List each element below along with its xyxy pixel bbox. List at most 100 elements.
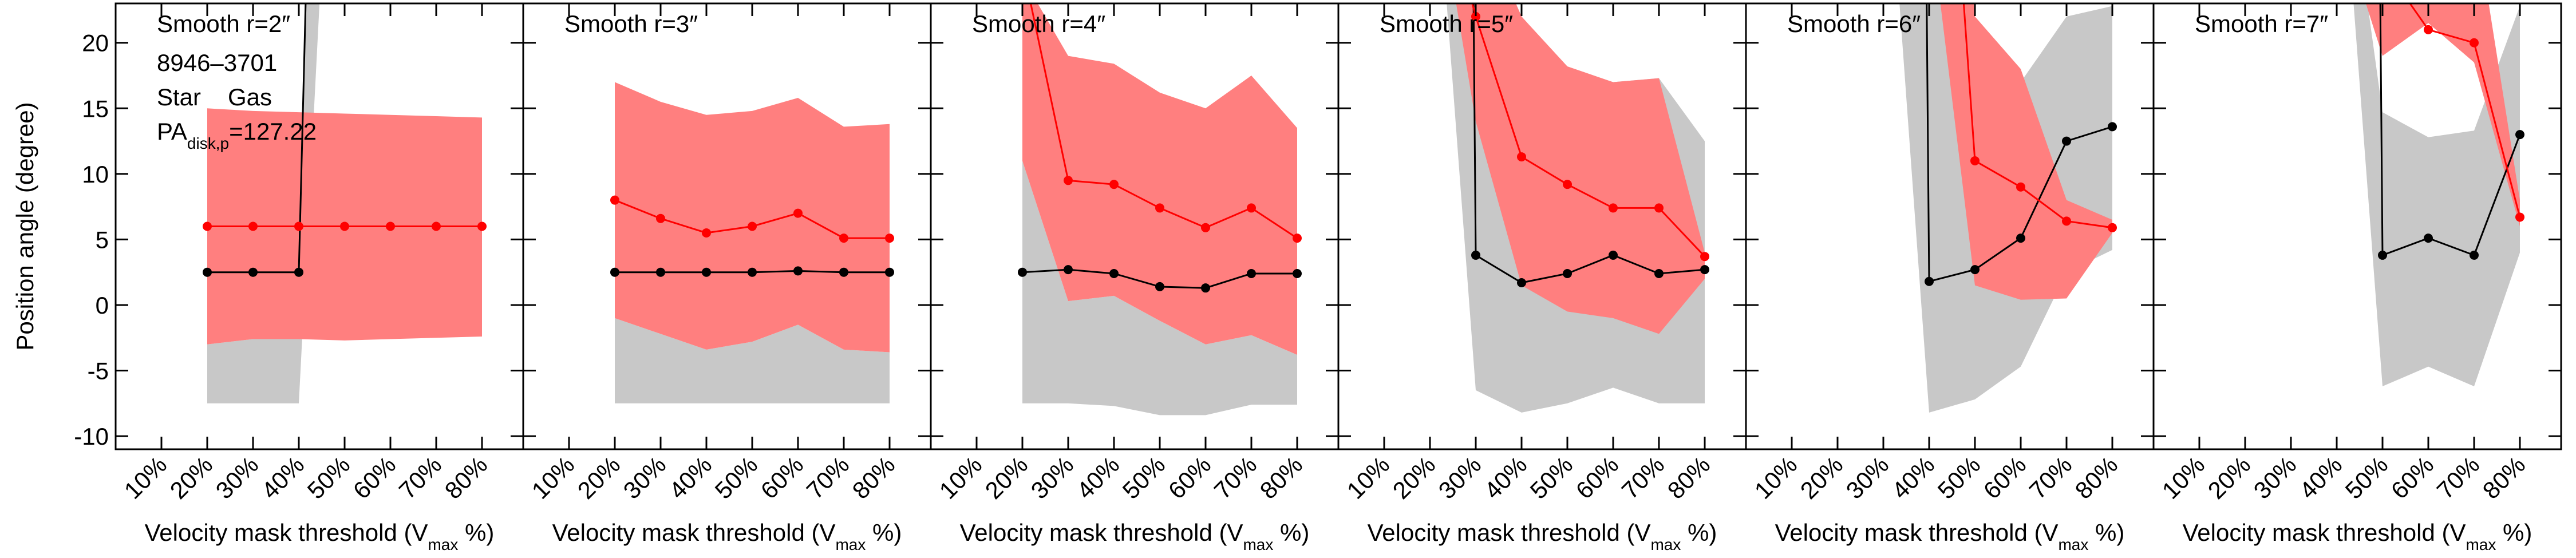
x-axis-label-part: %) [2496, 519, 2532, 546]
annotation: 8946–3701 [157, 49, 277, 76]
band [615, 318, 890, 403]
x-axis-label-part: max [835, 536, 866, 553]
panel [203, 3, 487, 403]
plot-frame [2152, 2, 2562, 450]
data-point [702, 267, 711, 277]
data-point [386, 221, 395, 231]
x-tick-label: 50% [1117, 451, 1171, 504]
x-tick-label: 20% [980, 451, 1033, 504]
x-tick-label: 50% [1933, 451, 1986, 504]
panel [1899, 3, 2117, 413]
data-point [1925, 276, 1934, 286]
x-tick-label: 50% [302, 451, 355, 504]
x-tick-label: 80% [440, 451, 493, 504]
data-point [610, 195, 619, 205]
data-point [793, 266, 803, 276]
data-point [702, 228, 711, 238]
data-point [748, 221, 757, 231]
panel-title: Smooth r=7″ [2195, 10, 2328, 37]
x-axis-label-part: Velocity mask threshold (V [1368, 519, 1651, 546]
data-point [1109, 180, 1119, 189]
panel [610, 82, 894, 403]
data-point [1471, 250, 1480, 260]
x-tick-label: 50% [1525, 451, 1578, 504]
data-point [885, 234, 894, 243]
x-axis-label: Velocity mask threshold (Vmax %) [1368, 519, 1717, 553]
x-tick-label: 40% [256, 451, 310, 504]
x-axis-label-part: max [428, 536, 458, 553]
data-point [1064, 265, 1073, 275]
x-tick-label: 20% [165, 451, 218, 504]
panel-title: Smooth r=3″ [564, 10, 698, 37]
x-axis-label-part: Velocity mask threshold (V [960, 519, 1243, 546]
panel [1018, 3, 1302, 415]
data-point [2515, 212, 2524, 222]
data-point [432, 221, 441, 231]
panel-title: Smooth r=5″ [1380, 10, 1513, 37]
data-point [839, 234, 848, 243]
data-point [1201, 223, 1210, 232]
y-axis-label: Position angle (degree) [11, 102, 38, 350]
x-axis-label: Velocity mask threshold (Vmax %) [960, 519, 1310, 553]
band [615, 82, 890, 353]
x-axis-label-part: %) [1273, 519, 1309, 546]
x-tick-label: 80% [847, 451, 900, 504]
x-tick-label: 60% [756, 451, 809, 504]
x-tick-label: 50% [710, 451, 763, 504]
pa-annotation-part: PA [157, 118, 187, 145]
x-axis-label: Velocity mask threshold (Vmax %) [145, 519, 495, 553]
x-tick-label: 70% [2024, 451, 2077, 504]
x-tick-label: 50% [2340, 451, 2393, 504]
data-point [1563, 180, 1572, 189]
x-tick-label: 10% [1342, 451, 1395, 504]
y-tick-label: 0 [96, 292, 109, 319]
data-point [2378, 250, 2387, 260]
x-tick-label: 30% [1841, 451, 1894, 504]
x-tick-label: 10% [119, 451, 172, 504]
pa-annotation-part: =127.22 [229, 118, 317, 145]
data-point [2470, 250, 2479, 260]
x-tick-label: 20% [572, 451, 626, 504]
panel [2353, 3, 2524, 387]
x-tick-label: 30% [2249, 451, 2302, 504]
x-tick-label: 30% [1026, 451, 1079, 504]
data-point [1609, 203, 1618, 213]
x-axis-label-part: Velocity mask threshold (V [145, 519, 428, 546]
data-point [1018, 267, 1027, 277]
data-point [885, 267, 894, 277]
data-point [793, 208, 803, 218]
x-tick-label: 40% [1072, 451, 1125, 504]
data-point [2108, 223, 2117, 232]
data-point [610, 267, 619, 277]
x-tick-label: 60% [1571, 451, 1624, 504]
y-tick-label: -10 [74, 423, 109, 450]
data-point [1700, 252, 1709, 262]
data-point [248, 267, 258, 277]
x-axis-label-part: Velocity mask threshold (V [552, 519, 836, 546]
legend-entry: Gas [228, 84, 272, 110]
data-point [1064, 176, 1073, 185]
x-tick-label: 70% [801, 451, 855, 504]
data-point [1155, 282, 1164, 291]
data-point [1654, 203, 1664, 213]
band [2365, 3, 2520, 227]
data-point [748, 267, 757, 277]
x-tick-label: 40% [1887, 451, 1940, 504]
data-point [1293, 268, 1302, 278]
data-point [2470, 38, 2479, 48]
series-line [1926, 3, 2113, 283]
data-point [294, 221, 303, 231]
x-axis-label-part: %) [2088, 519, 2124, 546]
x-tick-label: 30% [618, 451, 671, 504]
data-point [839, 267, 848, 277]
band [207, 3, 320, 403]
data-point [2062, 136, 2071, 146]
band [1022, 3, 1297, 355]
data-point [1293, 234, 1302, 243]
x-tick-label: 30% [211, 451, 264, 504]
data-point [1970, 265, 1980, 275]
data-point [2016, 234, 2025, 243]
data-point [2424, 25, 2433, 34]
panel-title: Smooth r=4″ [972, 10, 1105, 37]
